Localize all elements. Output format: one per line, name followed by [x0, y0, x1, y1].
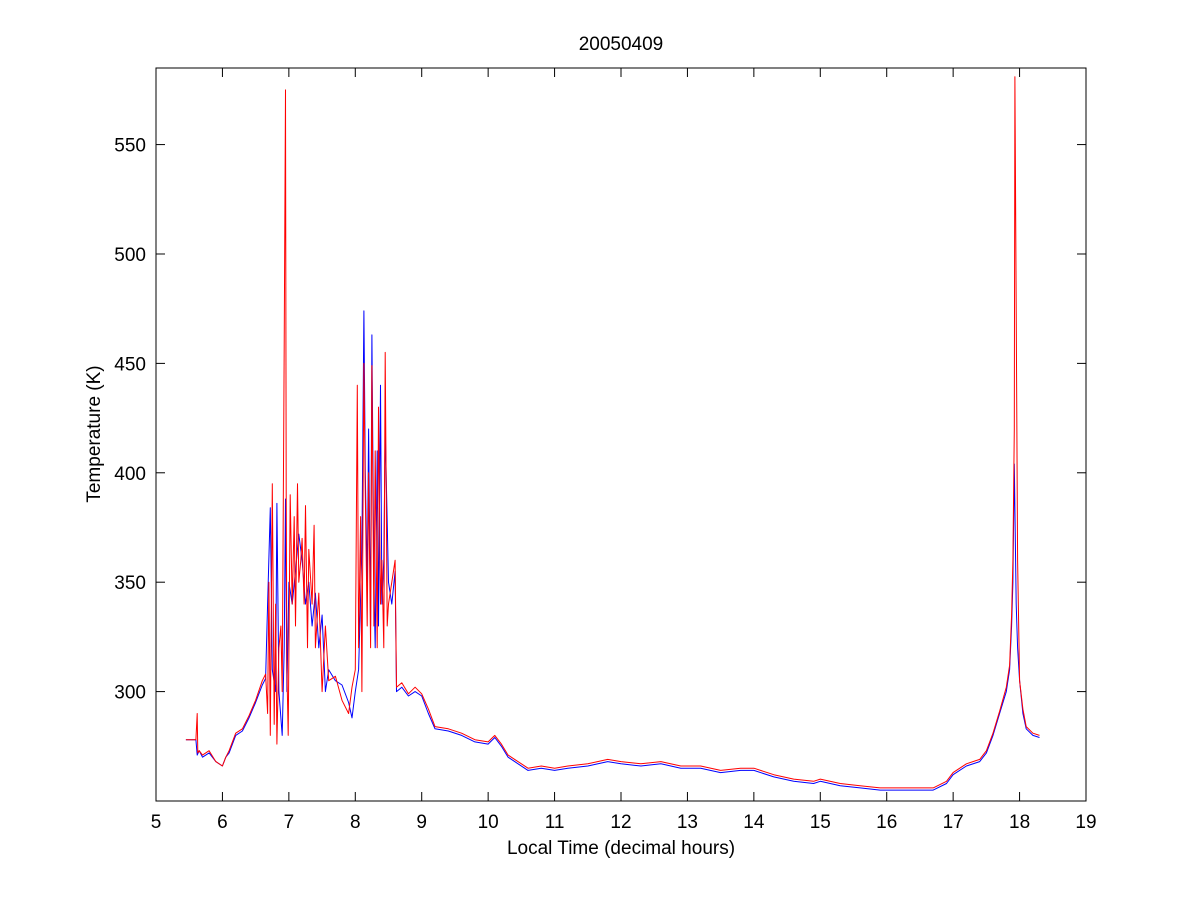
y-tick-label: 500 [114, 245, 146, 266]
y-tick-label: 350 [114, 573, 146, 594]
x-tick-label: 11 [545, 812, 565, 833]
x-tick-label: 18 [1009, 812, 1030, 833]
plot-lines [185, 76, 1040, 791]
x-tick-label: 19 [1075, 812, 1096, 833]
x-tick-label: 9 [416, 812, 427, 833]
x-tick-label: 15 [810, 812, 831, 833]
x-tick-label: 7 [284, 812, 295, 833]
series-line-1 [185, 310, 1040, 791]
y-axis-label: Temperature (K) [84, 365, 105, 502]
chart-title: 20050409 [579, 34, 664, 55]
series-line-2 [185, 76, 1040, 789]
x-tick-label: 6 [217, 812, 228, 833]
x-axis-label: Local Time (decimal hours) [507, 838, 735, 859]
y-axis: 300 350 400 450 500 550 [114, 136, 1086, 704]
x-tick-label: 16 [876, 812, 897, 833]
x-tick-label: 14 [743, 812, 765, 833]
y-tick-label: 300 [114, 683, 146, 704]
x-tick-label: 10 [478, 812, 499, 833]
x-axis: 5 6 7 8 9 10 11 12 13 14 15 16 17 18 19 [151, 68, 1097, 833]
x-tick-label: 13 [677, 812, 698, 833]
x-tick-label: 5 [151, 812, 162, 833]
x-tick-label: 12 [610, 812, 631, 833]
x-tick-label: 8 [350, 812, 361, 833]
y-tick-label: 550 [114, 136, 146, 157]
y-tick-label: 400 [114, 464, 146, 485]
x-tick-label: 17 [943, 812, 964, 833]
y-tick-label: 450 [114, 354, 146, 375]
